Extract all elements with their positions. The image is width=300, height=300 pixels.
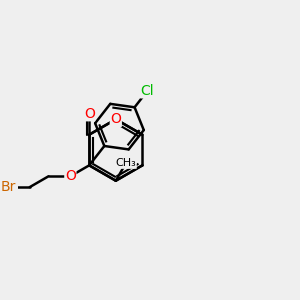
Text: O: O: [65, 169, 76, 183]
Text: O: O: [110, 112, 121, 126]
Text: Br: Br: [0, 180, 16, 194]
Text: Cl: Cl: [141, 84, 154, 98]
Text: CH₃: CH₃: [116, 158, 136, 168]
Text: O: O: [84, 107, 95, 121]
